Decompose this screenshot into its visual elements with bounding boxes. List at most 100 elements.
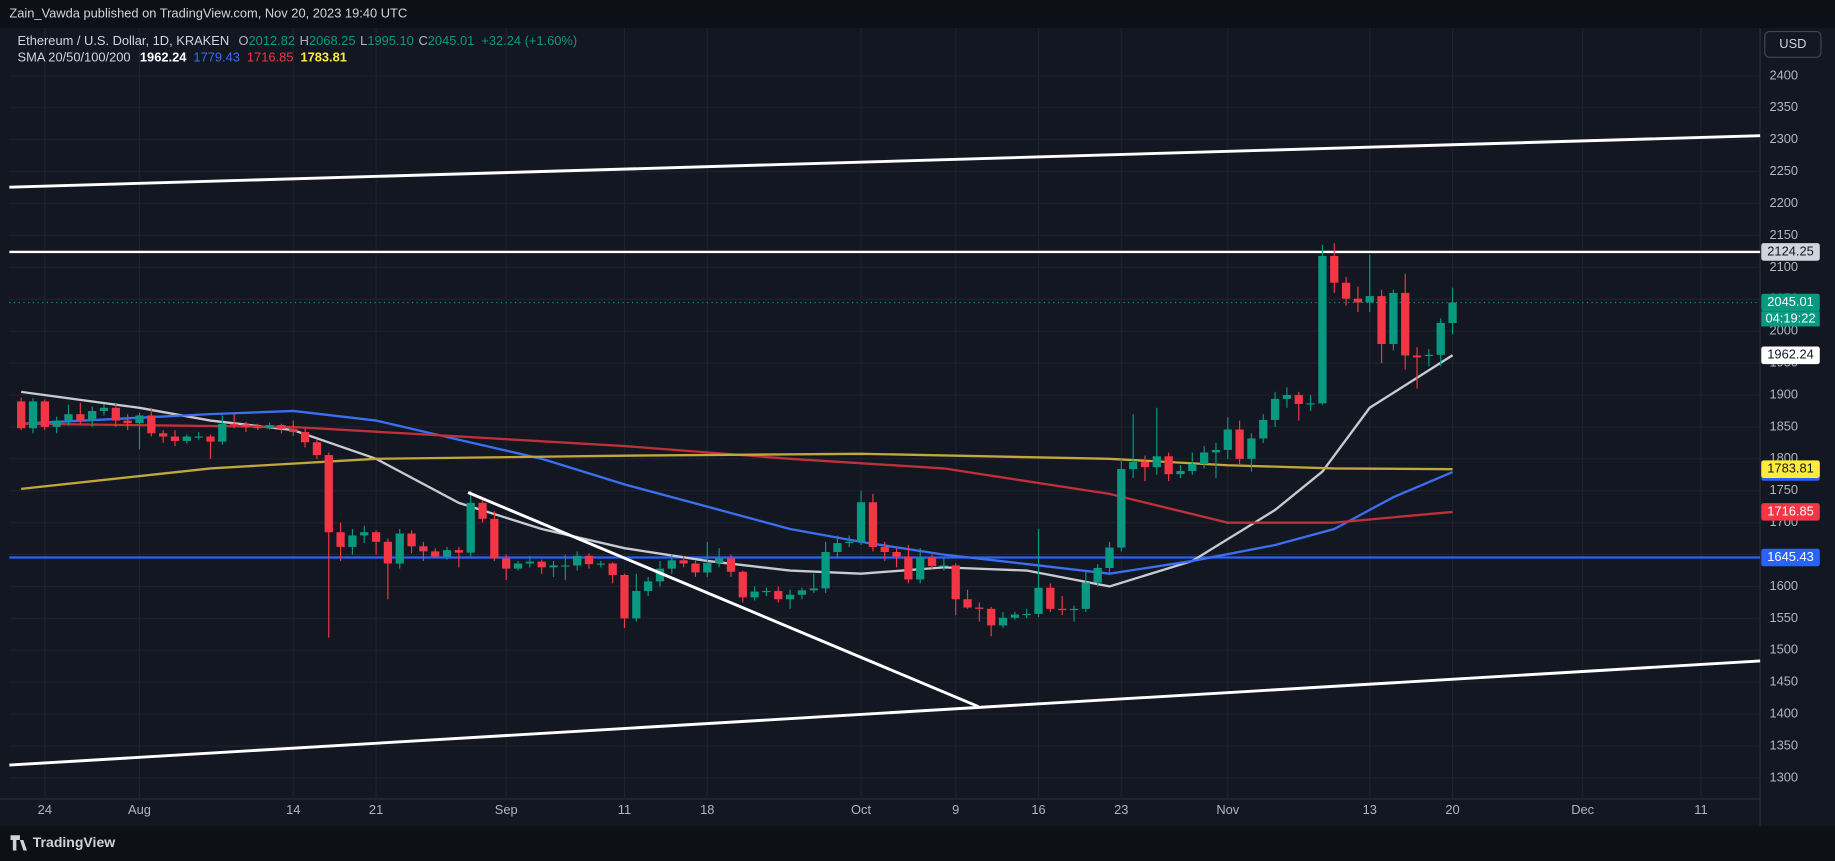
candle-body — [537, 561, 546, 568]
candle-body — [348, 535, 357, 547]
candle-body — [147, 415, 156, 434]
y-tick-label: 1550 — [1769, 610, 1798, 625]
x-tick-label: 18 — [700, 802, 714, 817]
x-tick-label: 11 — [1694, 802, 1707, 817]
brand-logo — [10, 835, 27, 851]
sma-value: 1962.24 — [140, 50, 187, 65]
level-tag — [1761, 548, 1820, 567]
candle-body — [939, 565, 949, 567]
trendlines — [9, 134, 1761, 767]
candle-body — [431, 551, 440, 557]
candle-body — [1341, 282, 1351, 299]
candle-body — [632, 590, 641, 619]
level-tag-label: 1645.43 — [1767, 549, 1813, 564]
sma-line — [21, 409, 1454, 575]
last-price-tag-label: 2045.01 — [1767, 294, 1813, 309]
candle-body — [750, 591, 759, 598]
x-tick-label: Nov — [1216, 802, 1239, 817]
sma-tag-label: 1783.81 — [1767, 461, 1813, 476]
candle-body — [1176, 470, 1185, 475]
candle-body — [1389, 292, 1398, 344]
y-tick-label: 1450 — [1769, 674, 1798, 689]
candle-body — [1117, 469, 1126, 548]
sma-value: 1716.85 — [247, 50, 293, 65]
brand-name: TradingView — [33, 834, 115, 850]
candle-body — [40, 401, 49, 427]
candle-body — [987, 608, 996, 626]
x-tick-label: Dec — [1571, 802, 1594, 817]
candle-body — [620, 574, 629, 619]
candle-body — [845, 541, 854, 544]
candle-body — [1235, 429, 1244, 459]
ohlc-label: O — [239, 34, 249, 49]
y-tick-label: 1300 — [1769, 769, 1798, 784]
candle-body — [573, 555, 582, 566]
sma-value: 1779.43 — [193, 50, 239, 65]
candle-body — [1034, 587, 1043, 614]
x-tick-label: 14 — [286, 802, 300, 817]
countdown: 04:19:22 — [1765, 310, 1815, 325]
candle-body — [442, 550, 452, 557]
currency-button[interactable] — [1764, 31, 1822, 58]
candle-body — [1330, 255, 1339, 283]
indicator-name: SMA 20/50/100/200 — [18, 50, 131, 65]
candle-body — [1247, 438, 1256, 459]
candle-body — [419, 546, 428, 552]
candle-body — [478, 502, 487, 519]
candle-body — [324, 455, 333, 533]
currency-label[interactable]: USD — [1779, 36, 1806, 51]
candle-body — [1282, 395, 1292, 399]
candle-body — [28, 401, 38, 429]
candle-body — [1436, 322, 1445, 355]
x-tick-label: 21 — [369, 802, 383, 817]
candle-body — [1081, 582, 1090, 609]
candle-body — [1164, 456, 1173, 475]
candle-body — [229, 423, 239, 425]
candle-body — [502, 558, 511, 569]
candle-body — [1105, 547, 1114, 568]
candle-body — [809, 588, 818, 591]
candle-body — [383, 541, 393, 564]
candle-body — [1069, 608, 1079, 611]
candle-body — [679, 560, 688, 564]
candle-body — [1401, 292, 1410, 356]
candle-body — [1022, 613, 1031, 616]
candle-body — [1377, 296, 1386, 344]
candle-body — [1129, 462, 1138, 470]
candle-body — [880, 546, 889, 553]
candle-body — [1306, 403, 1315, 405]
candle-body — [407, 533, 416, 547]
candle-body — [1058, 608, 1067, 611]
x-tick-label: Sep — [495, 802, 518, 817]
candle-body — [1140, 462, 1150, 468]
candle-body — [135, 415, 144, 424]
y-tick-label: 1350 — [1769, 737, 1798, 752]
candle-body — [927, 557, 937, 567]
candle-body — [123, 420, 132, 424]
ohlc-label: L — [360, 34, 367, 49]
candle-body — [596, 563, 605, 565]
y-tick-label: 2300 — [1769, 131, 1798, 146]
candle-body — [726, 558, 736, 572]
candle-body — [88, 410, 97, 421]
candle-body — [655, 568, 665, 582]
sma-line — [21, 452, 1453, 491]
x-tick-label: Aug — [128, 802, 151, 817]
candle-body — [253, 426, 262, 429]
ohlc-value: 2012.82 — [249, 34, 295, 49]
indicator-legend: SMA 20/50/100/200 1962.24 1779.43 1716.85 17… — [18, 50, 347, 65]
ohlc-value: 2045.01 — [428, 34, 474, 49]
ohlc-value: 1995.10 — [367, 34, 413, 49]
candle-body — [159, 433, 168, 437]
candle-body — [1093, 567, 1102, 583]
y-tick-label: 1500 — [1769, 642, 1798, 657]
candle-body — [1046, 587, 1055, 609]
candle-body — [1353, 298, 1363, 303]
x-tick-label: 9 — [952, 802, 959, 817]
y-tick-label: 2250 — [1769, 163, 1798, 178]
y-tick-label: 1850 — [1769, 418, 1798, 433]
level-tag — [1761, 243, 1820, 261]
x-tick-label: 20 — [1445, 802, 1459, 817]
sma-value: 1783.81 — [300, 50, 346, 65]
y-tick-label: 1400 — [1769, 706, 1798, 721]
